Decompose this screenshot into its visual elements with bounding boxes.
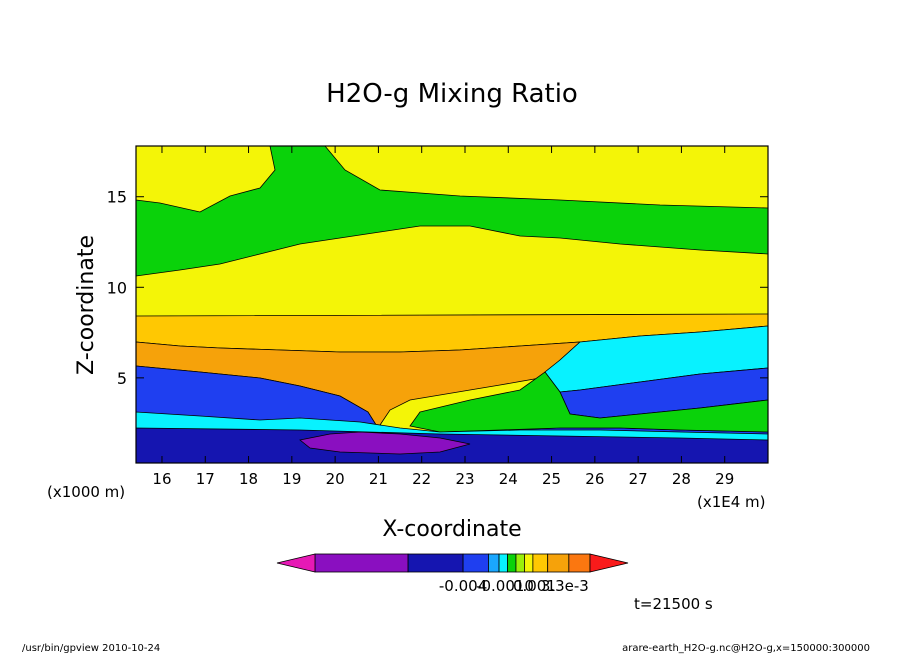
x-tick-label: 27	[629, 470, 648, 488]
colorbar-segment	[407, 553, 464, 573]
x-tick-label: 25	[542, 470, 561, 488]
x-unit-right: (x1E4 m)	[697, 493, 766, 511]
band-top-yellow-cap	[136, 146, 276, 213]
x-axis-label: X-coordinate	[382, 517, 521, 542]
colorbar-segment	[515, 553, 525, 573]
x-unit-left: (x1000 m)	[47, 483, 125, 501]
colorbar-segment	[314, 553, 409, 573]
x-tick-label: 26	[585, 470, 604, 488]
x-tick-label: 24	[499, 470, 518, 488]
x-tick-label: 22	[412, 470, 431, 488]
colorbar-label: -0.0010	[476, 577, 534, 595]
colorbar-segment	[462, 553, 489, 573]
x-tick-label: 18	[239, 470, 258, 488]
colorbar-segment	[507, 553, 517, 573]
x-tick-label: 17	[196, 470, 215, 488]
x-tick-label: 19	[282, 470, 301, 488]
x-tick-label: 16	[152, 470, 171, 488]
colorbar-arrow-low	[276, 553, 316, 573]
colorbar-segment	[532, 553, 549, 573]
colorbar-label: 0.001	[513, 577, 556, 595]
band-top-yellow-right	[324, 146, 768, 209]
y-tick-label: 10	[107, 278, 127, 297]
band-green-mid	[409, 371, 768, 433]
x-axis: 16 17 18 19 20 21 22 23 24 25 26 27 28 29	[152, 146, 734, 488]
x-tick-label: 23	[455, 470, 474, 488]
colorbar-segment	[524, 553, 534, 573]
y-axis: 5 10 15	[107, 188, 768, 388]
colorbar-segment	[568, 553, 591, 573]
y-tick-label: 5	[117, 369, 127, 388]
y-axis-label: Z-coordinate	[74, 235, 99, 375]
plot-frame	[135, 145, 769, 464]
x-tick-label: 20	[326, 470, 345, 488]
colorbar-label: -0.004	[439, 577, 487, 595]
colorbar-segment	[488, 553, 500, 573]
band-purple	[299, 431, 471, 455]
colorbar-arrow-high	[589, 553, 629, 573]
colorbar-segment	[547, 553, 570, 573]
colorbar-segment	[498, 553, 508, 573]
chart-title: H2O-g Mixing Ratio	[326, 79, 578, 109]
footer-right: arare-earth_H2O-g.nc@H2O-g,x=150000:3000…	[622, 643, 870, 654]
colorbar-label: 3.3e-3	[541, 577, 589, 595]
y-tick-label: 15	[107, 188, 127, 207]
x-tick-label: 21	[369, 470, 388, 488]
time-label: t=21500 s	[634, 595, 713, 613]
footer-left: /usr/bin/gpview 2010-10-24	[22, 643, 160, 654]
x-tick-label: 28	[672, 470, 691, 488]
x-tick-label: 29	[715, 470, 734, 488]
plot-area	[136, 146, 768, 463]
